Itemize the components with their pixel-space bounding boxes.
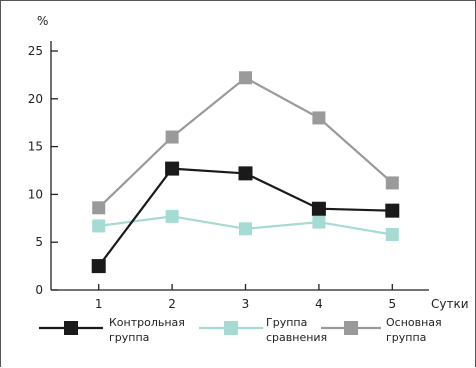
x-tick-label: 5 bbox=[388, 297, 396, 311]
series-1-point bbox=[385, 203, 400, 218]
x-axis: 1 2 3 4 5 bbox=[51, 284, 429, 311]
x-axis-label: Сутки bbox=[431, 297, 469, 311]
series-3-point bbox=[92, 201, 106, 215]
y-tick-label: 15 bbox=[28, 140, 43, 154]
legend-label: Группа bbox=[266, 316, 307, 329]
y-tick-label: 0 bbox=[35, 283, 43, 297]
y-tick-label: 5 bbox=[35, 235, 43, 249]
legend-label: группа bbox=[386, 331, 426, 344]
series-2-point bbox=[165, 209, 179, 223]
y-axis: 0 5 10 15 20 25 bbox=[28, 41, 58, 297]
legend-label: Контрольная bbox=[109, 316, 185, 329]
legend: Контрольная группа Группа сравнения Основная… bbox=[39, 316, 442, 344]
legend-label: Основная bbox=[386, 316, 442, 329]
series-3-point bbox=[385, 176, 399, 190]
x-tick-label: 2 bbox=[168, 297, 176, 311]
y-tick-label: 25 bbox=[28, 44, 43, 58]
x-tick-label: 4 bbox=[315, 297, 323, 311]
plot-series bbox=[91, 71, 400, 274]
legend-marker bbox=[344, 321, 358, 335]
series-1-point bbox=[165, 161, 180, 176]
legend-label: сравнения bbox=[266, 331, 327, 344]
series-1-point bbox=[311, 201, 326, 216]
legend-marker bbox=[224, 321, 238, 335]
y-axis-label: % bbox=[37, 14, 48, 28]
series-3-point bbox=[239, 71, 253, 85]
series-2-point bbox=[92, 219, 106, 233]
series-line-1 bbox=[97, 167, 393, 267]
series-1-point bbox=[238, 166, 253, 181]
series-3-point bbox=[312, 111, 326, 125]
series-3-point bbox=[165, 130, 179, 144]
x-tick-label: 1 bbox=[95, 297, 103, 311]
series-2-point bbox=[239, 222, 253, 236]
series-2-point bbox=[385, 228, 399, 242]
y-tick-label: 20 bbox=[28, 92, 43, 106]
legend-marker bbox=[64, 321, 78, 335]
series-2-point bbox=[312, 215, 326, 229]
series-1-point bbox=[91, 259, 106, 274]
x-tick-label: 3 bbox=[242, 297, 250, 311]
y-tick-label: 10 bbox=[28, 187, 43, 201]
series-line-3 bbox=[97, 76, 394, 209]
legend-label: группа bbox=[109, 331, 149, 344]
